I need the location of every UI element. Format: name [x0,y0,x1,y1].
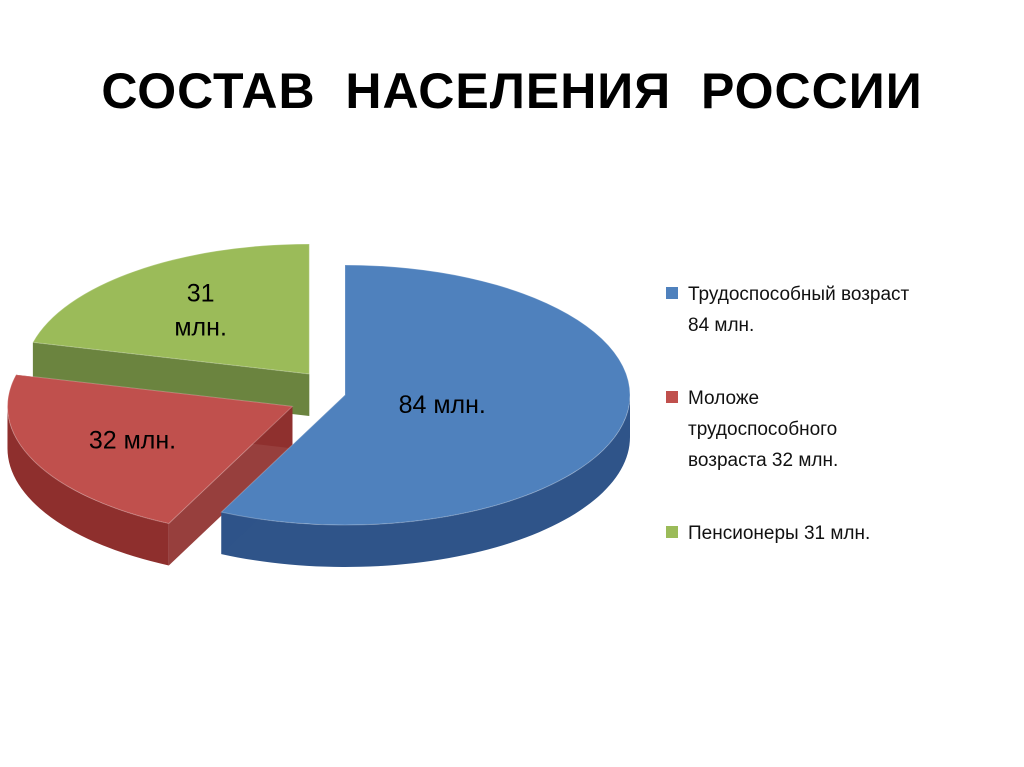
pie-slice-0 [220,264,631,568]
slice-label-2: млн. [174,313,227,341]
legend-swatch [666,526,678,538]
pie-slices [6,243,631,568]
pie-slice-1 [6,374,294,566]
slide-title: СОСТАВ НАСЕЛЕНИЯ РОССИИ [101,63,923,119]
legend-label: трудоспособного [688,419,837,440]
pie-slice-2 [32,243,310,416]
slice-top [6,374,294,524]
legend-item-1: Моложе трудоспособного возраста 32 млн. [666,388,838,471]
slice-label-1: 32 млн. [89,427,176,455]
legend-item-2: Пенсионеры 31 млн. [666,523,870,544]
legend-swatch [666,287,678,299]
slice-label-0: 84 млн. [399,391,486,419]
legend-label: 84 млн. [688,315,754,336]
legend-swatch [666,391,678,403]
legend: Трудоспособный возраст 84 млн. Моложе трудо… [666,284,910,544]
legend-label: Моложе [688,388,759,409]
slice-cut-face [32,342,310,416]
legend-label: Трудоспособный возраст [688,284,910,305]
slice-side [7,406,169,566]
legend-label: Пенсионеры 31 млн. [688,523,870,544]
legend-item-0: Трудоспособный возраст 84 млн. [666,284,910,336]
slice-top [220,264,631,526]
slice-labels: 84 млн. 32 млн. 31 млн. [89,279,486,454]
slice-label-2: 31 [187,279,215,307]
slice-side [221,395,631,568]
slice-cut-face [168,406,293,566]
legend-label: возраста 32 млн. [688,450,838,471]
slice-top [32,243,310,375]
